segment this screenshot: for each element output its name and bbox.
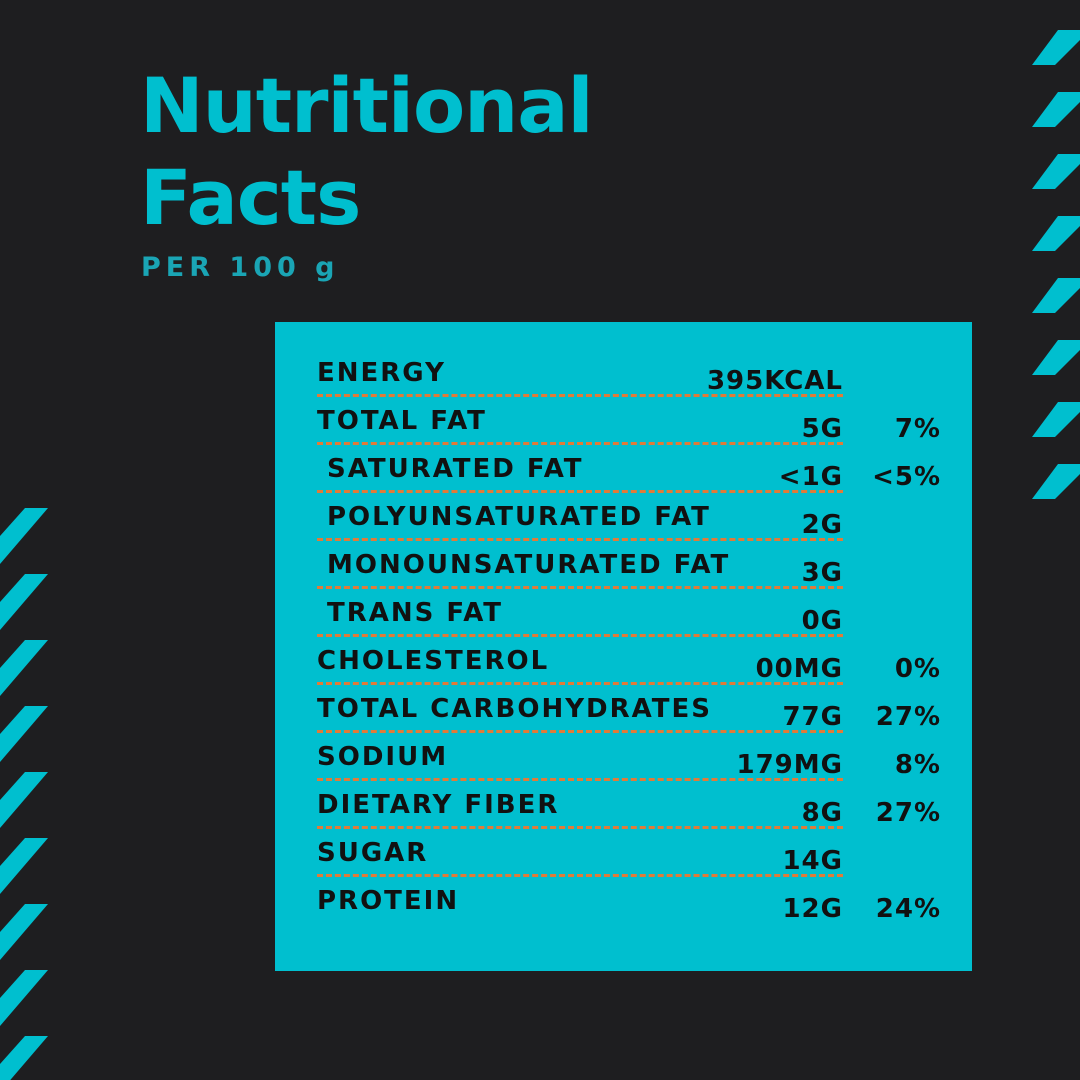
row-amount: 8G [801,798,843,828]
row-name: ENERGY [317,358,446,388]
row-amount: 00MG [755,654,843,684]
row-name: TOTAL CARBOHYDRATES [317,694,712,724]
row-divider [317,442,843,445]
row-name: PROTEIN [317,886,460,916]
stripe [0,838,48,894]
row-amount: 12G [782,894,843,924]
row-divider [317,730,843,733]
stripe [0,508,48,564]
title-line: Nutritional [140,61,594,150]
stripe [1032,402,1080,437]
row-divider [317,634,843,637]
row-percent: 24% [875,894,941,924]
row-divider [317,490,843,493]
row-percent: 7% [894,414,941,444]
stripe [1032,92,1080,127]
facts-table: ENERGY 395KCAL TOTAL FAT 5G 7% SATURATED FAT <… [275,322,972,971]
title-line: Facts [140,153,361,242]
row-percent: 0% [894,654,941,684]
row-amount: 77G [782,702,843,732]
row-name: SUGAR [317,838,429,868]
row-name: DIETARY FIBER [317,790,560,820]
row-name: MONOUNSATURATED FAT [327,550,731,580]
row-amount: 0G [801,606,843,636]
stripe [0,706,48,762]
stripe [0,640,48,696]
row-amount: 5G [801,414,843,444]
row-amount: 3G [801,558,843,588]
row-name: TRANS FAT [327,598,504,628]
stripe [0,970,48,1026]
row-amount: 179MG [736,750,843,780]
row-divider [317,538,843,541]
row-divider [317,586,843,589]
stripe [1032,154,1080,189]
row-amount: 14G [782,846,843,876]
subtitle: PER 100 g [141,252,340,283]
stripe [0,772,48,828]
row-divider [317,682,843,685]
row-percent: 27% [875,798,941,828]
row-divider [317,826,843,829]
stripe [1032,464,1080,499]
row-divider [317,394,843,397]
row-name: SATURATED FAT [327,454,584,484]
row-name: POLYUNSATURATED FAT [327,502,711,532]
row-name: CHOLESTEROL [317,646,550,676]
stripe [1032,30,1080,65]
row-divider [317,874,843,877]
stripe [0,574,48,630]
row-amount: <1G [778,462,843,492]
row-amount: 2G [801,510,843,540]
stripe [0,1036,48,1080]
row-amount: 395KCAL [706,366,843,396]
row-percent: 27% [875,702,941,732]
row-percent: <5% [872,462,941,492]
stripe [1032,278,1080,313]
row-divider [317,778,843,781]
row-name: TOTAL FAT [317,406,487,436]
row-percent: 8% [894,750,941,780]
stripe [1032,340,1080,375]
stripe [1032,216,1080,251]
row-name: SODIUM [317,742,449,772]
stripe [0,904,48,960]
